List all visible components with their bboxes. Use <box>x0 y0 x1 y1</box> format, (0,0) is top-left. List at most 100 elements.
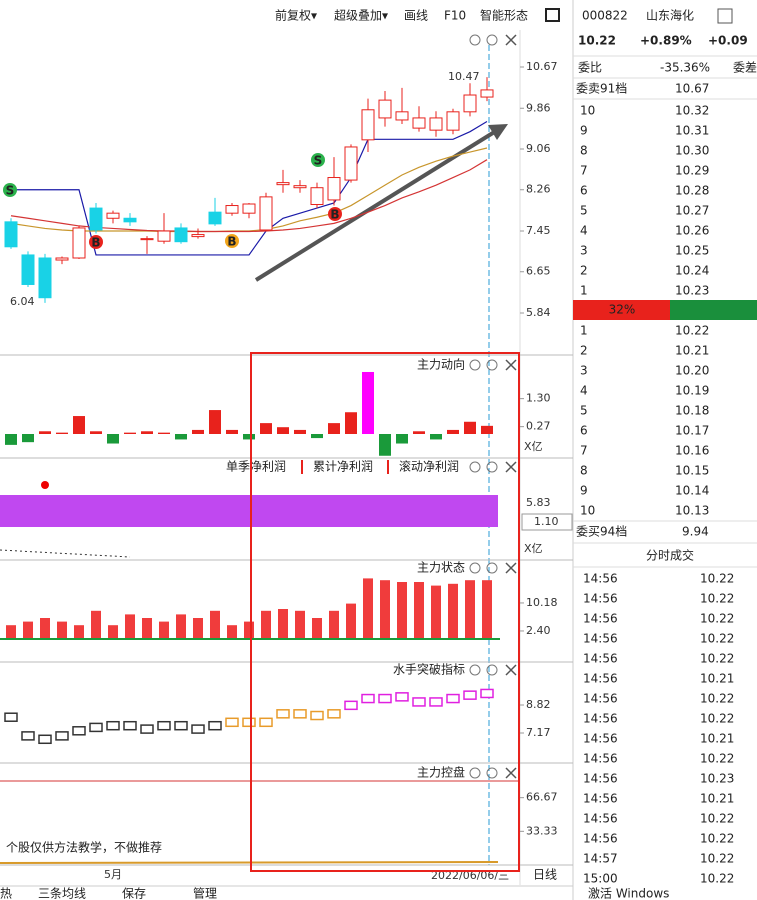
toolbar-item[interactable]: 智能形态 <box>480 8 528 23</box>
candle-body <box>38 257 52 299</box>
profit-tab[interactable]: 累计净利润 <box>313 460 373 474</box>
sailor-box <box>4 712 18 722</box>
buy-price: 10.21 <box>675 344 709 358</box>
footer-button[interactable]: 管理 <box>193 886 217 900</box>
trade-time: 14:56 <box>583 652 618 666</box>
footer-button[interactable]: 热 <box>0 887 12 900</box>
panel-icon[interactable] <box>486 34 498 46</box>
candle-body <box>225 205 239 214</box>
candle-body <box>4 221 18 248</box>
state-bar <box>176 614 186 640</box>
flow-bar <box>107 434 119 444</box>
panel-icon[interactable] <box>469 359 481 371</box>
flow-bar <box>379 434 391 456</box>
buy-level: 9 <box>580 484 588 498</box>
signal-label: S <box>314 154 323 168</box>
stock-name: 山东海化 <box>646 8 694 23</box>
sell-level: 9 <box>580 124 588 138</box>
close-icon[interactable] <box>505 664 517 676</box>
candle-body <box>463 94 477 113</box>
sell-level: 10 <box>580 104 595 118</box>
toolbar-item[interactable]: F10 <box>444 9 466 23</box>
flow-bar <box>345 412 357 434</box>
sell-level: 3 <box>580 244 588 258</box>
sailor-box <box>446 693 460 704</box>
profit-tab[interactable]: 单季净利润 <box>226 460 286 474</box>
candle-body <box>259 196 273 231</box>
highlight-box <box>250 352 520 872</box>
toolbar-item[interactable]: 前复权▾ <box>275 8 317 23</box>
buy-level: 2 <box>580 344 588 358</box>
period-label[interactable]: 日线 <box>533 868 557 882</box>
flow-bar <box>158 432 170 434</box>
state-bar <box>40 618 50 640</box>
y-tick-label: 33.33 <box>526 824 558 837</box>
state-bar <box>295 610 305 640</box>
panel-icon[interactable] <box>486 359 498 371</box>
trade-time: 14:56 <box>583 692 618 706</box>
sailor-box <box>225 717 239 728</box>
candle-body <box>123 217 137 223</box>
close-icon[interactable] <box>505 461 517 473</box>
trade-time: 14:57 <box>583 852 618 866</box>
candle-body <box>140 238 154 241</box>
close-icon[interactable] <box>505 359 517 371</box>
trade-price: 10.21 <box>700 792 734 806</box>
panel-icon[interactable] <box>469 562 481 574</box>
sailor-box <box>72 726 86 736</box>
layout-icon[interactable] <box>545 8 560 22</box>
flow-bar <box>311 434 323 439</box>
signal-badge <box>89 235 103 249</box>
close-icon[interactable] <box>505 562 517 574</box>
y-tick-label: 8.26 <box>526 183 551 196</box>
candle-body <box>21 254 35 285</box>
panel-icon[interactable] <box>469 767 481 779</box>
trade-price: 10.22 <box>700 652 734 666</box>
trade-time: 14:56 <box>583 632 618 646</box>
state-bar <box>74 625 84 640</box>
buy-price: 10.15 <box>675 464 709 478</box>
state-bar <box>91 610 101 640</box>
panel-icon[interactable] <box>469 34 481 46</box>
close-icon[interactable] <box>505 767 517 779</box>
toolbar-item[interactable]: 超级叠加▾ <box>334 8 388 23</box>
y-tick-label: 7.17 <box>526 726 551 739</box>
footer-button[interactable]: 保存 <box>122 887 146 900</box>
sell-price: 10.25 <box>675 244 709 258</box>
footer-button[interactable]: 三条均线 <box>38 887 86 900</box>
bell-icon[interactable] <box>717 8 733 24</box>
candle-body <box>344 146 358 181</box>
panel-icon[interactable] <box>469 461 481 473</box>
panel-icon[interactable] <box>469 664 481 676</box>
state-bar <box>227 625 237 640</box>
marker-label: 1.10 <box>534 515 559 528</box>
profit-tab[interactable]: 滚动净利润 <box>399 459 459 474</box>
ratio-label: 委比 <box>578 61 602 75</box>
sailor-box <box>208 720 222 731</box>
panel-icon[interactable] <box>486 767 498 779</box>
trade-time: 14:56 <box>583 752 618 766</box>
flow-bar <box>192 429 204 434</box>
panel-icon[interactable] <box>486 562 498 574</box>
toolbar-item[interactable]: 画线 <box>404 9 428 23</box>
sailor-box <box>293 709 307 719</box>
state-bar <box>244 621 254 640</box>
sailor-box <box>361 693 375 704</box>
state-bar <box>210 610 220 640</box>
candle-body <box>72 227 86 259</box>
flow-bar <box>124 432 136 434</box>
close-icon[interactable] <box>505 34 517 46</box>
buy-price: 10.22 <box>675 324 709 338</box>
signal-badge <box>225 234 239 248</box>
panel-icon[interactable] <box>486 664 498 676</box>
state-bar <box>363 578 373 640</box>
flow-bar <box>73 416 85 434</box>
panel-icon[interactable] <box>486 461 498 473</box>
trade-time: 14:56 <box>583 792 618 806</box>
state-bar <box>142 618 152 640</box>
sailor-box <box>89 722 103 733</box>
y-tick-label: 8.82 <box>526 698 551 711</box>
sell-price: 10.27 <box>675 204 709 218</box>
date-label: 2022/06/06/三 <box>431 869 509 882</box>
